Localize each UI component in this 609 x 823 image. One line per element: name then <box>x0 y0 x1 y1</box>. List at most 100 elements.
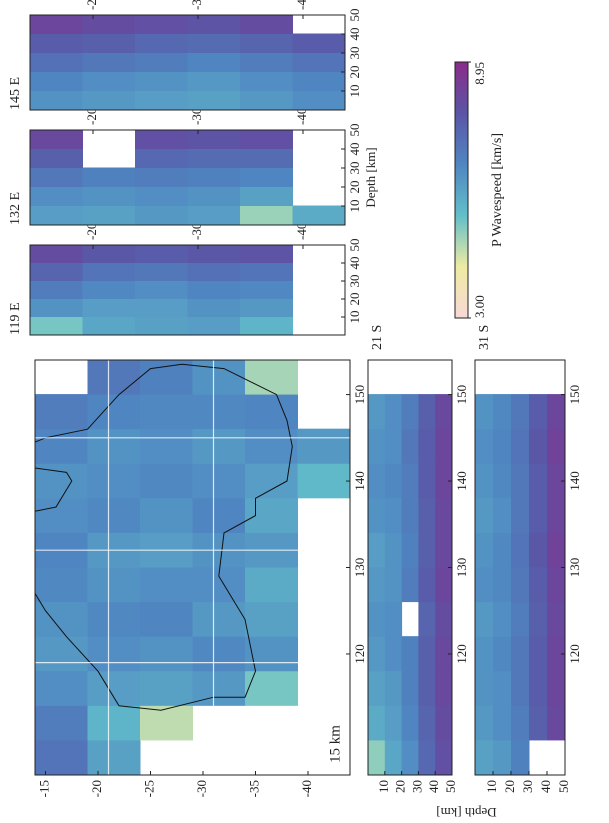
y-tick-label: -30 <box>189 108 204 125</box>
cell <box>511 670 530 706</box>
cell <box>87 566 141 603</box>
cell <box>187 14 241 34</box>
cell <box>384 601 403 637</box>
cell <box>140 428 193 464</box>
cell <box>135 148 188 168</box>
cell <box>368 670 386 706</box>
cell <box>140 497 193 533</box>
cell <box>493 739 512 775</box>
cell <box>547 601 566 637</box>
x-tick-label: 40 <box>347 257 362 270</box>
cell <box>187 33 241 53</box>
cell <box>240 316 293 335</box>
cell <box>529 670 548 706</box>
cell <box>384 705 403 741</box>
colorbar <box>454 61 469 319</box>
cell <box>511 601 530 637</box>
cell <box>493 532 512 568</box>
cell <box>140 636 193 672</box>
cell <box>475 670 494 706</box>
cell <box>192 566 246 603</box>
cell <box>401 739 419 775</box>
cell <box>529 428 548 464</box>
cell <box>401 636 419 672</box>
cell <box>547 705 566 741</box>
cell <box>547 566 566 603</box>
x-tick-label: 50 <box>347 239 362 252</box>
cell <box>30 90 83 110</box>
panel-title: 145 E <box>8 77 23 110</box>
cell <box>30 280 83 299</box>
cell <box>140 670 193 706</box>
frame <box>29 14 346 111</box>
colorbar-tick-label: 3.00 <box>472 295 487 318</box>
cell <box>245 463 298 499</box>
cell <box>87 705 141 741</box>
cell <box>245 566 298 603</box>
cell <box>30 129 83 149</box>
cell <box>240 148 293 168</box>
cell <box>82 90 136 110</box>
y-tick-label: 40 <box>538 780 553 793</box>
x-tick-label: 20 <box>347 293 362 306</box>
cell <box>435 636 453 672</box>
cell <box>135 244 188 263</box>
x-tick-label: 130 <box>567 558 582 578</box>
cell <box>187 129 241 149</box>
cell <box>35 497 88 533</box>
cell <box>475 532 494 568</box>
cell <box>511 566 530 603</box>
cell <box>547 636 566 672</box>
cell <box>511 636 530 672</box>
cell <box>401 532 419 568</box>
cell <box>240 280 293 299</box>
cell <box>135 90 188 110</box>
y-tick-label: 50 <box>443 780 458 793</box>
x-tick-label: 40 <box>347 143 362 156</box>
cell <box>529 394 548 430</box>
cell <box>368 566 386 603</box>
cell <box>547 394 566 430</box>
x-tick-label: 40 <box>347 28 362 41</box>
cell <box>245 394 298 430</box>
cell <box>187 186 241 206</box>
cell <box>475 566 494 603</box>
x-tick-label: 120 <box>454 644 469 664</box>
cell <box>187 205 241 225</box>
cell <box>475 428 494 464</box>
cell <box>240 52 293 72</box>
x-tick-label: 20 <box>347 66 362 79</box>
cell <box>35 636 88 672</box>
cell <box>30 148 83 168</box>
cell <box>30 244 83 263</box>
cell <box>493 636 512 672</box>
cell <box>511 497 530 533</box>
cell <box>529 566 548 603</box>
cell <box>292 205 346 225</box>
cell <box>135 205 188 225</box>
cell <box>547 463 566 499</box>
cell <box>192 497 246 533</box>
frame <box>29 244 346 336</box>
cell <box>140 705 193 741</box>
cell <box>35 601 88 637</box>
x-tick-label: 30 <box>347 47 362 60</box>
cell <box>401 705 419 741</box>
y-tick-label: 30 <box>409 780 424 793</box>
cell <box>435 601 453 637</box>
y-tick-label: 10 <box>376 780 391 793</box>
x-tick-label: 30 <box>347 275 362 288</box>
cell <box>418 394 436 430</box>
cell <box>192 636 246 672</box>
x-tick-label: 50 <box>347 9 362 22</box>
cell <box>418 463 436 499</box>
cell <box>384 636 403 672</box>
y-tick-label: -20 <box>84 223 99 240</box>
cell <box>418 705 436 741</box>
cell <box>547 532 566 568</box>
cell <box>475 739 494 775</box>
cell <box>240 14 293 34</box>
cell <box>35 739 88 775</box>
cell <box>493 394 512 430</box>
